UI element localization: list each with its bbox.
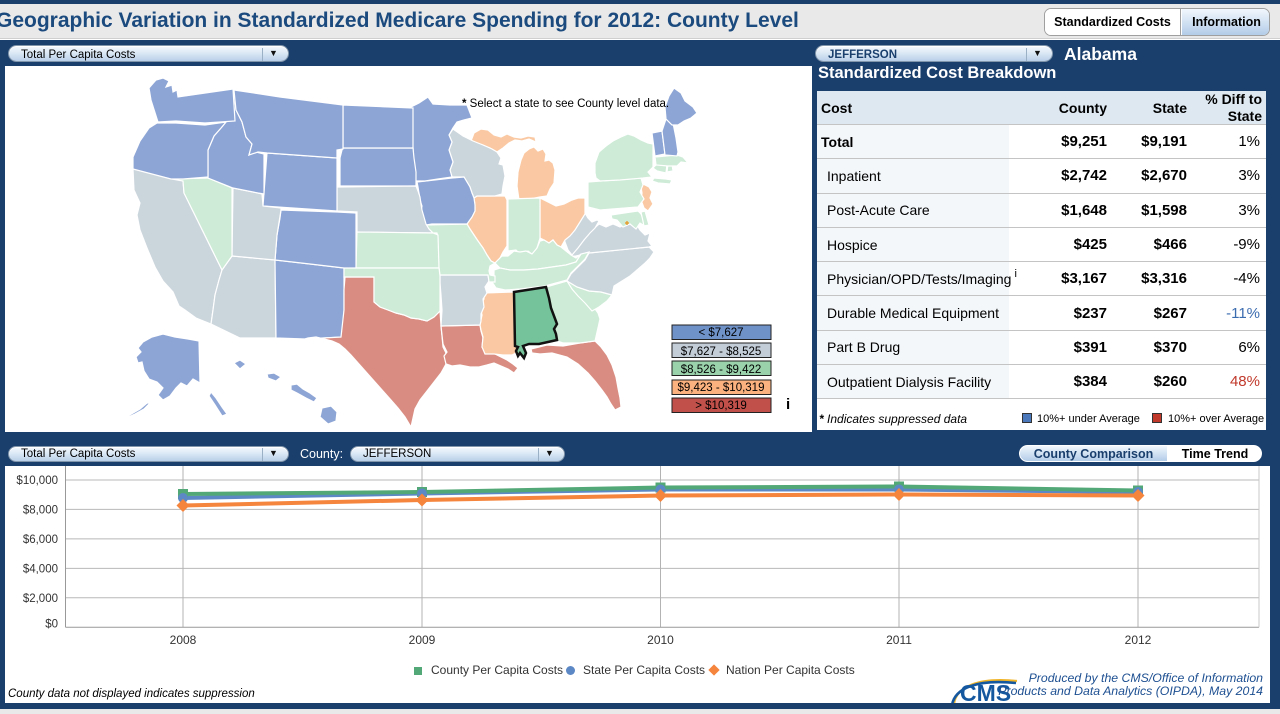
svg-text:2009: 2009 [409,633,436,647]
svg-text:$4,000: $4,000 [23,564,58,576]
svg-text:$8,526 - $9,422: $8,526 - $9,422 [681,364,762,376]
svg-text:2012: 2012 [1125,633,1152,647]
svg-text:$6,000: $6,000 [23,534,58,546]
svg-text:i: i [786,396,790,413]
svg-text:* Select a state to see County: * Select a state to see County level dat… [462,98,669,110]
svg-text:2008: 2008 [170,633,197,647]
svg-text:$2,000: $2,000 [23,593,58,605]
svg-text:$8,000: $8,000 [23,505,58,517]
svg-text:$10,000: $10,000 [16,475,58,487]
svg-text:$7,627 - $8,525: $7,627 - $8,525 [681,346,762,358]
svg-text:$9,423 - $10,319: $9,423 - $10,319 [678,382,765,394]
svg-text:2011: 2011 [886,633,912,647]
svg-text:2010: 2010 [647,633,674,647]
svg-text:CMS: CMS [960,680,1011,706]
svg-text:$0: $0 [45,619,58,631]
svg-text:> $10,319: > $10,319 [695,400,746,412]
svg-text:< $7,627: < $7,627 [698,327,743,339]
